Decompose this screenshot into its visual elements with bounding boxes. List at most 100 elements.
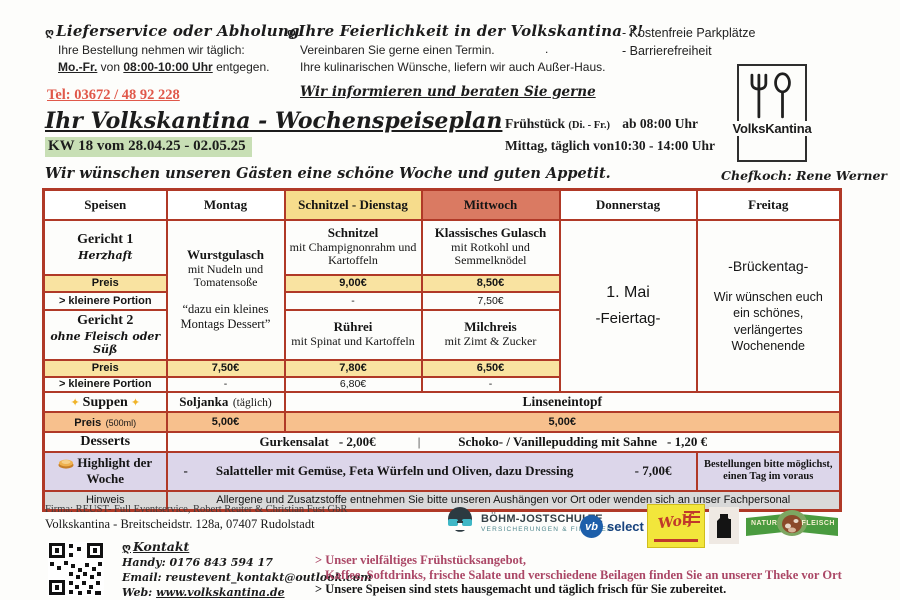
note-drinks: Kaffee, Softdrinks, frische Salate und v…: [325, 567, 842, 582]
col-header-speisen: Speisen: [42, 188, 168, 221]
label-soup-price: Preis (500ml): [42, 410, 168, 433]
soup-row: ✦ Suppen ✦ Soljanka (täglich) Linseneintop…: [42, 390, 842, 413]
shared-soup-cell: Linseneintopf: [283, 390, 842, 413]
delivery-hours: 08:00-10:00 Uhr: [123, 60, 213, 74]
tuesday-dish1-cell: Schnitzel mit Champignonrahm und Kartoff…: [283, 218, 423, 276]
label-small2: > kleinere Portion: [42, 375, 168, 393]
breakfast-label: Frühstück: [505, 116, 566, 131]
wednesday-small2: -: [420, 375, 561, 393]
dessert-row: Desserts Gurkensalat - 2,00€ | Schoko- /…: [42, 430, 842, 453]
delivery-days: Mo.-Fr.: [58, 60, 98, 74]
dish2-price-row: Preis 7,50€ 7,80€ 6,50€: [42, 358, 841, 378]
delivery-info-block: ღ Lieferservice oder Abholung Ihre Bestel…: [45, 22, 300, 104]
tuesday-price2: 7,80€: [283, 358, 423, 378]
dessert-cell: Gurkensalat - 2,00€ | Schoko- / Vanillep…: [165, 430, 842, 453]
partner-logo-wolf-baeckerei: Wolf: [647, 504, 705, 548]
delivery-title: ღ Lieferservice oder Abholung: [45, 22, 300, 40]
note-breakfast: > Unser vielfältiges Frühstücksangebot,: [315, 553, 527, 567]
dish1-small-row: > kleinere Portion - 7,50€: [42, 290, 841, 311]
highlight-dash: -: [183, 463, 188, 478]
breakfast-hours: Frühstück (Di. - Fr.) ab 08:00 Uhr: [505, 116, 698, 132]
perks-block: - Kostenfreie Parkplätze - Barrierefreih…: [622, 26, 755, 62]
events-cta: Wir informieren und beraten Sie gerne: [300, 84, 596, 100]
delivery-line2: Mo.-Fr. von 08:00-10:00 Uhr entgegen.: [58, 60, 270, 74]
floral-ornament-icon: ღ: [287, 26, 297, 39]
sparkle-icon: ✦: [70, 396, 80, 409]
soup-price-row: Preis (500ml) 5,00€ 5,00€: [42, 410, 842, 433]
lunch-time: 10:30 - 14:00 Uhr: [614, 138, 715, 153]
chef-signature: Chefkoch: Rene Werner: [721, 168, 887, 183]
monday-price2: 7,50€: [165, 358, 286, 378]
dessert-price-2: - 1,20 €: [667, 433, 708, 449]
label-gericht2: Gericht 2 ohne Fleisch oder Süß: [42, 308, 168, 361]
weekly-menu-table: Speisen Montag Schnitzel - Dienstag Mitt…: [42, 188, 842, 512]
label-desserts: Desserts: [42, 430, 168, 453]
company-line: Firma: REUST- Full Eventservice, Robert …: [45, 504, 348, 515]
highlight-price: - 7,00€: [634, 463, 672, 478]
tuesday-small2: 6,80€: [283, 375, 423, 393]
tuesday-dish2-cell: Rührei mit Spinat und Kartoffeln: [283, 308, 423, 361]
highlight-text: Salatteller mit Gemüse, Feta Würfeln und…: [215, 463, 574, 478]
highlight-row: Highlight der Woche - Salatteller mit Ge…: [42, 450, 842, 492]
stray-dot: .: [545, 42, 549, 56]
partner-logo-boehm-jostschulte: BÖHM-JOSTSCHULTE VERSICHERUNGEN & FINANZ…: [445, 506, 613, 540]
label-preis2: Preis: [42, 358, 168, 378]
page-title: Ihr Volkskantina - Wochenspeiseplan: [45, 108, 503, 134]
floral-ornament-icon: ღ: [122, 541, 131, 554]
dish1-row: Gericht 1 Herzhaft Wurstgulasch mit Nude…: [42, 218, 842, 393]
dessert-item-2: Schoko- / Vanillepudding mit Sahne: [458, 433, 657, 449]
perk-parking: - Kostenfreie Parkplätze: [622, 26, 756, 40]
breakfast-time: ab 08:00 Uhr: [622, 116, 698, 131]
events-info-block: ღ Ihre Feierlichkeit in der Volkskantina …: [287, 22, 644, 100]
monday-soup-cell: Soljanka (täglich): [165, 390, 286, 413]
wednesday-small1: 7,50€: [420, 290, 561, 311]
monday-soup-price: 5,00€: [165, 410, 286, 433]
label-gericht1: Gericht 1 Herzhaft: [42, 218, 168, 276]
col-header-mittwoch: Mittwoch: [420, 188, 561, 221]
vb-badge: vb: [580, 515, 603, 538]
label-gericht2-sub: ohne Fleisch oder Süß: [50, 330, 161, 357]
monday-small2: -: [165, 375, 286, 393]
label-hinweis: Hinweis: [42, 489, 168, 512]
phone-link[interactable]: Tel: 03672 / 48 92 228: [47, 87, 180, 103]
dish1-price-row: Preis 9,00€ 8,50€: [42, 273, 841, 293]
lunch-hours: Mittag, täglich von 10:30 - 14:00 Uhr: [505, 138, 715, 154]
dessert-price-1: - 2,00€: [338, 433, 376, 449]
partner-logo-natur-fleisch: NATUR FLEISCH: [746, 506, 838, 544]
website-link[interactable]: www.volkskantina.de: [156, 586, 285, 599]
wednesday-price1: 8,50€: [420, 273, 561, 293]
volkskantina-logo: VolksKantina: [729, 64, 815, 162]
events-title: ღ Ihre Feierlichkeit in der Volkskantina …: [287, 22, 644, 40]
lunch-label: Mittag, täglich von: [505, 138, 615, 153]
col-header-freitag: Freitag: [695, 188, 842, 221]
events-line2: Ihre kulinarischen Wünsche, liefern wir …: [300, 60, 606, 74]
pie-icon: [58, 460, 74, 470]
friday-bridge-cell: -Brückentag- Wir wünschen euch ein schön…: [695, 218, 842, 393]
shared-soup-price: 5,00€: [283, 410, 842, 433]
contact-block: ღ Kontakt Handy: 0176 843 594 17 Email: r…: [122, 539, 372, 599]
wednesday-dish2-cell: Milchreis mit Zimt & Zucker: [420, 308, 561, 361]
contact-email: Email: reustevent_kontakt@outlook.com: [122, 571, 372, 584]
partner-logo-vb-select: vb select: [580, 515, 644, 538]
address-line: Volkskantina - Breitscheidstr. 128a, 074…: [45, 517, 315, 531]
week-badge: KW 18 vom 28.04.25 - 02.05.25: [45, 137, 252, 157]
menu-header-row: Speisen Montag Schnitzel - Dienstag Mitt…: [42, 188, 842, 221]
label-gericht1-sub: Herzhaft: [78, 249, 133, 263]
dessert-divider: |: [417, 433, 421, 449]
tuesday-price1: 9,00€: [283, 273, 423, 293]
jug-icon: [717, 513, 731, 538]
dish2-row: Gericht 2 ohne Fleisch oder Süß Rührei m…: [42, 308, 841, 361]
label-highlight: Highlight der Woche: [42, 450, 168, 492]
ribbon-cow-icon: [746, 510, 838, 536]
contact-web: Web: www.volkskantina.de: [122, 586, 285, 599]
contact-phone: Handy: 0176 843 594 17: [122, 556, 273, 569]
label-preis1: Preis: [42, 273, 168, 293]
label-suppen: ✦ Suppen ✦: [42, 390, 168, 413]
highlight-cell: - Salatteller mit Gemüse, Feta Würfeln u…: [165, 450, 698, 492]
delivery-line1: Ihre Bestellung nehmen wir täglich:: [58, 43, 245, 57]
breakfast-days: (Di. - Fr.): [568, 120, 610, 131]
email-link[interactable]: reustevent_kontakt@outlook.com: [165, 571, 372, 584]
floral-ornament-icon: ღ: [45, 26, 55, 39]
contact-title: ღ Kontakt: [122, 539, 190, 554]
